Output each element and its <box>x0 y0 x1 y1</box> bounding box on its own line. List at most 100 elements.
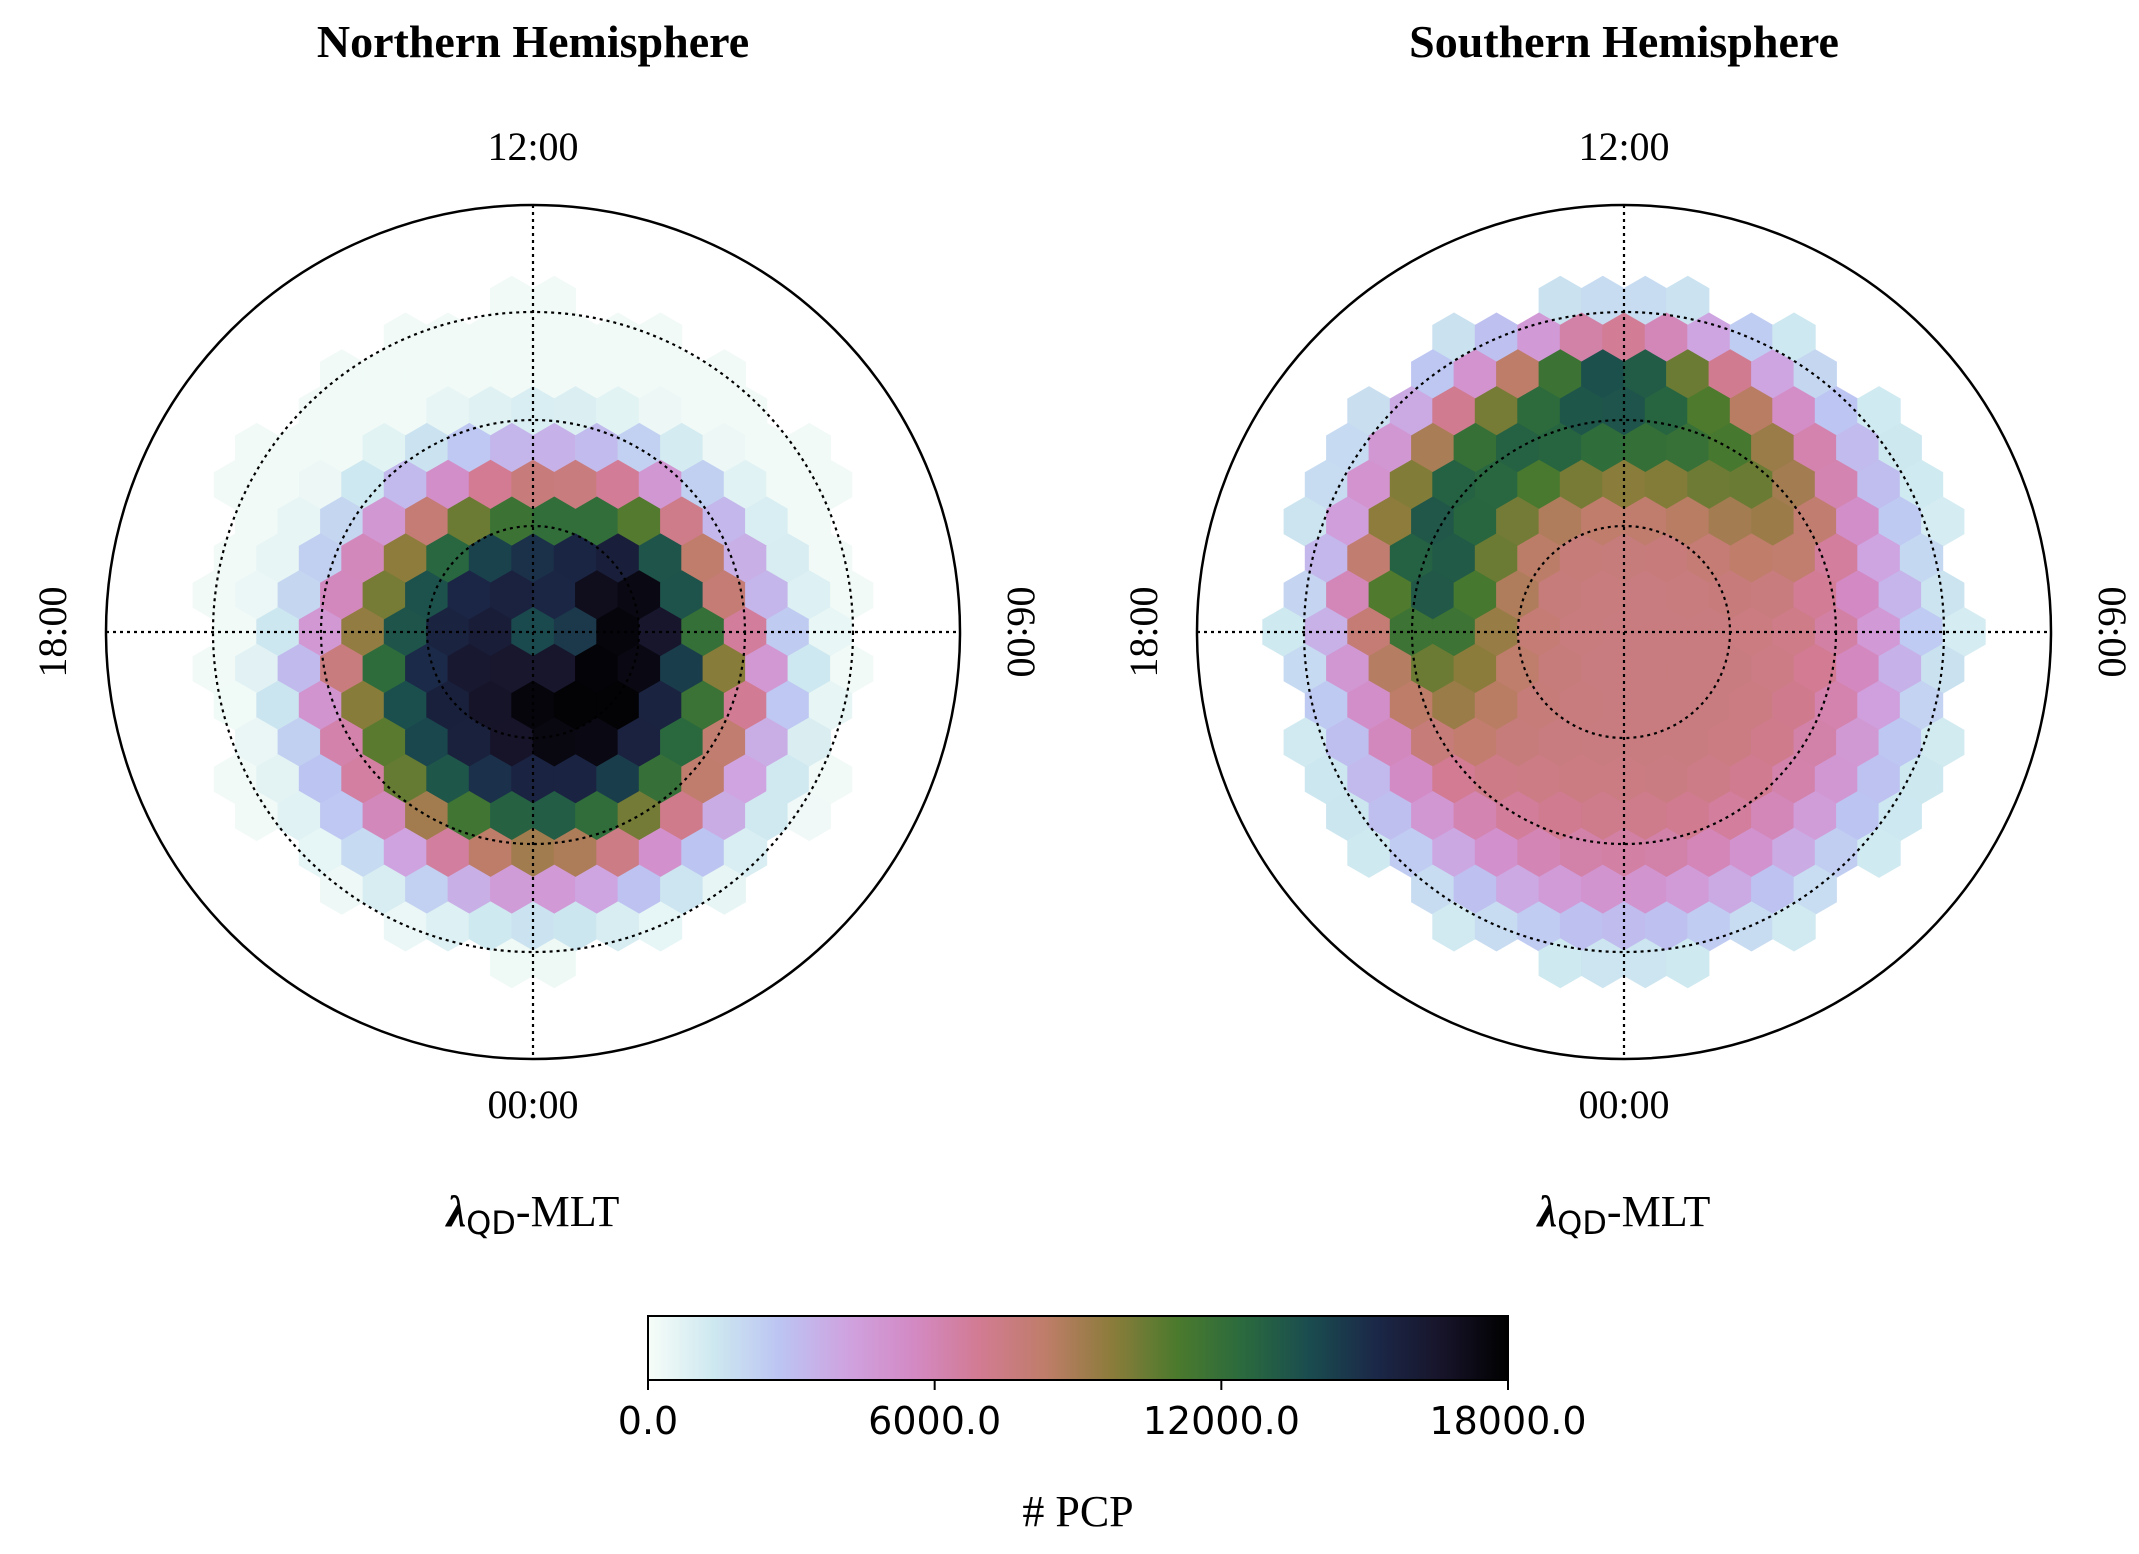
hexbin <box>383 827 428 878</box>
hexbin <box>1538 570 1582 621</box>
colorbar-gradient <box>647 1315 1509 1381</box>
hexbin <box>1687 459 1731 510</box>
hexbin <box>235 717 279 768</box>
hexbin <box>681 754 725 805</box>
hexbin <box>1687 754 1731 805</box>
hexbin <box>1559 607 1604 657</box>
hexbin <box>1453 422 1497 473</box>
hexbin <box>1666 422 1710 473</box>
hexbin <box>1411 496 1455 547</box>
hexbin <box>1602 459 1646 510</box>
hexbin <box>1326 643 1370 694</box>
hexbin <box>298 680 343 731</box>
hexbin <box>617 422 661 473</box>
hexbin <box>1559 533 1604 584</box>
hexbin <box>532 570 576 621</box>
hexbin <box>1644 459 1689 510</box>
hexbin <box>596 827 640 878</box>
hexbin <box>553 680 598 731</box>
hexbin <box>617 570 661 621</box>
hexbin <box>1602 386 1646 437</box>
hexbin <box>702 349 746 400</box>
hexbin <box>490 496 534 547</box>
hexbin <box>1921 496 1965 547</box>
south-hexbins <box>1262 275 1986 989</box>
hexbin <box>660 864 704 915</box>
hexbin <box>341 607 385 657</box>
hexbin <box>1496 717 1540 768</box>
hexbin <box>1814 754 1859 805</box>
hexbin <box>426 386 470 437</box>
hexbin <box>1729 754 1774 805</box>
hexbin <box>362 791 406 842</box>
hexbin <box>1326 422 1370 473</box>
hexbin <box>617 864 661 915</box>
hexbin <box>1836 422 1880 473</box>
south-grid <box>1197 205 2051 1059</box>
hexbin <box>681 533 725 584</box>
hexbin <box>638 680 683 731</box>
hexbin <box>1411 643 1455 694</box>
hexbin <box>383 312 428 363</box>
hexbin <box>1368 717 1412 768</box>
hexbin <box>1559 312 1604 363</box>
hexbin <box>1347 680 1391 731</box>
hexbin <box>766 754 810 805</box>
hexbin <box>575 717 619 768</box>
hexbin <box>575 864 619 915</box>
hexbin <box>681 827 725 878</box>
hexbin <box>532 496 576 547</box>
hexbin <box>1729 680 1774 731</box>
south-xlabel: λQD-MLT <box>1536 1187 1711 1242</box>
hexbin <box>1878 643 1922 694</box>
hexbin <box>1751 864 1795 915</box>
hexbin <box>362 643 406 694</box>
hexbin <box>1814 827 1859 878</box>
hexbin <box>1581 570 1625 621</box>
hexbin <box>553 827 598 878</box>
hexbin <box>1559 459 1604 510</box>
hexbin <box>745 791 789 842</box>
south-mlt-left: 18:00 <box>1121 586 1166 677</box>
hexbin <box>362 864 406 915</box>
south-xlabel-rest: -MLT <box>1607 1187 1711 1236</box>
hexbin <box>1559 827 1604 878</box>
hexbin <box>490 422 534 473</box>
hexbin <box>511 680 555 731</box>
hexbin <box>1517 827 1561 878</box>
hexbin <box>320 864 364 915</box>
hexbin <box>1623 349 1667 400</box>
north-title: Northern Hemisphere <box>317 16 749 67</box>
hexbin <box>596 680 640 731</box>
hexbin <box>702 791 746 842</box>
hexbin <box>298 459 343 510</box>
hexbin <box>1708 570 1752 621</box>
hexbin <box>468 827 513 878</box>
hexbin <box>702 717 746 768</box>
hexbin <box>1581 864 1625 915</box>
hexbin <box>1602 827 1646 878</box>
colorbar-tick-label: 18000.0 <box>1429 1399 1586 1443</box>
south-xlabel-symbol: λ <box>1536 1187 1558 1236</box>
hexbin <box>1708 643 1752 694</box>
hexbin <box>638 754 683 805</box>
hexbin <box>787 422 831 473</box>
hexbin <box>1474 680 1519 731</box>
hexbin <box>1708 864 1752 915</box>
hexbin <box>320 717 364 768</box>
hexbin <box>362 717 406 768</box>
hexbin <box>1836 496 1880 547</box>
hexbin <box>1538 938 1582 989</box>
hexbin <box>447 717 491 768</box>
hexbin <box>1326 570 1370 621</box>
hexbin <box>362 496 406 547</box>
hexbin <box>1793 496 1837 547</box>
hexbin <box>490 275 534 326</box>
hexbin <box>1751 643 1795 694</box>
hexbin <box>426 312 470 363</box>
hexbin <box>1793 422 1837 473</box>
hexbin <box>362 349 406 400</box>
hexbin <box>298 827 343 878</box>
hexbin <box>341 386 385 437</box>
